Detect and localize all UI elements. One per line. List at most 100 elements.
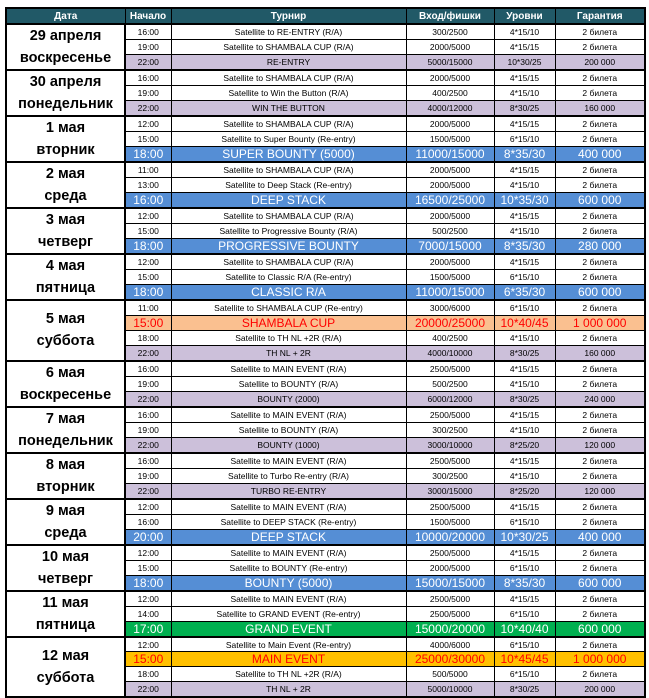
buyin-cell: 11000/15000 (405, 145, 495, 163)
buyin-cell: 2000/5000 (405, 253, 495, 270)
weekday-label: пятница (35, 280, 96, 296)
guarantee-cell: 1 000 000 (554, 314, 646, 331)
buyin-cell: 2000/5000 (405, 559, 495, 576)
levels-cell: 4*15/15 (493, 207, 556, 224)
guarantee-cell: 600 000 (554, 191, 646, 209)
levels-cell: 8*30/25 (493, 681, 556, 698)
guarantee-cell: 2 билета (554, 467, 646, 484)
buyin-cell: 2000/5000 (405, 177, 495, 193)
start-time-cell: 12:00 (124, 543, 172, 561)
levels-cell: 4*15/15 (493, 589, 556, 607)
date-cell: 1 мая вторник (5, 115, 126, 163)
table-row: 8 мая вторник 16:00 Satellite to MAIN EVENT… (5, 451, 646, 500)
levels-cell: 4*15/15 (493, 115, 556, 132)
tournament-name-cell: Satellite to BOUNTY (R/A) (170, 375, 407, 392)
buyin-cell: 2000/5000 (405, 161, 495, 178)
table-row: 15:00 Satellite to Super Bounty (Re-entry… (6, 131, 646, 147)
guarantee-cell: 600 000 (554, 283, 646, 301)
start-time-cell: 12:00 (124, 207, 172, 224)
guarantee-cell: 2 билета (554, 451, 646, 469)
buyin-cell: 4000/6000 (405, 635, 495, 653)
weekday-label: суббота (36, 333, 95, 350)
start-time-cell: 14:00 (124, 605, 172, 622)
buyin-cell: 11000/15000 (405, 283, 495, 301)
date-cell: 7 мая понедельник (5, 405, 126, 454)
date-cell: 6 мая воскресенье (5, 359, 126, 408)
table-row: 29 апреля воскресенье 16:00 Satellite to RE… (5, 23, 646, 71)
table-row: 22:00 WIN THE BUTTON 4000/12000 8*30/25 160 … (6, 99, 646, 117)
start-time-cell: 16:00 (124, 23, 172, 40)
guarantee-cell: 2 билета (554, 635, 646, 653)
tournament-name-cell: Satellite to MAIN EVENT (R/A) (170, 405, 407, 423)
table-row: 10 мая четверг 12:00 Satellite to MAIN EVEN… (5, 543, 646, 592)
levels-cell: 4*15/15 (493, 543, 556, 561)
date-label: 2 мая (45, 166, 86, 182)
date-label: 3 мая (45, 212, 86, 228)
table-row: 15:00 Satellite to BOUNTY (Re-entry) 2000/… (6, 559, 646, 576)
date-label: 7 мая (45, 410, 86, 427)
table-row: 6 мая воскресенье 16:00 Satellite to MAIN E… (5, 359, 646, 408)
table-row: 20:00 DEEP STACK 10000/20000 10*30/25 400 00… (6, 528, 646, 546)
date-label: 10 мая (41, 548, 90, 565)
buyin-cell: 2000/5000 (405, 39, 495, 55)
start-time-cell: 15:00 (124, 651, 172, 668)
header-levels: Уровни (493, 7, 556, 25)
start-time-cell: 15:00 (124, 314, 172, 331)
date-cell: 30 апреля понедельник (5, 69, 126, 117)
start-time-cell: 12:00 (124, 115, 172, 132)
start-time-cell: 18:00 (124, 329, 172, 346)
header-buyin: Вход/фишки (405, 7, 495, 25)
tournament-name-cell: DEEP STACK (170, 191, 407, 209)
start-time-cell: 12:00 (124, 497, 172, 515)
header-date: Дата (5, 7, 126, 25)
guarantee-cell: 2 билета (554, 253, 646, 270)
table-row: 9 мая среда 12:00 Satellite to MAIN EVENT (… (5, 497, 646, 546)
guarantee-cell: 200 000 (554, 53, 646, 71)
start-time-cell: 16:00 (124, 191, 172, 209)
start-time-cell: 11:00 (124, 298, 172, 316)
levels-cell: 8*35/30 (493, 574, 556, 592)
levels-cell: 6*15/10 (493, 559, 556, 576)
levels-cell: 4*15/10 (493, 23, 556, 40)
buyin-cell: 3000/10000 (405, 436, 495, 454)
date-label: 12 мая (41, 647, 90, 664)
date-label: 30 апреля (29, 74, 102, 90)
tournament-name-cell: TH NL + 2R (170, 681, 407, 698)
guarantee-cell: 2 билета (554, 223, 646, 239)
header-start: Начало (124, 7, 172, 25)
buyin-cell: 400/2500 (405, 85, 495, 101)
buyin-cell: 6000/12000 (405, 390, 495, 408)
levels-cell: 4*15/10 (493, 467, 556, 484)
start-time-cell: 13:00 (124, 177, 172, 193)
guarantee-cell: 160 000 (554, 99, 646, 117)
buyin-cell: 15000/20000 (405, 620, 495, 638)
tournament-name-cell: Satellite to Main Event (Re-entry) (170, 635, 407, 653)
buyin-cell: 300/2500 (405, 23, 495, 40)
tournament-name-cell: Satellite to MAIN EVENT (R/A) (170, 359, 407, 377)
table-row: 5 мая суббота 11:00 Satellite to SHAMBALA C… (5, 298, 646, 362)
header-row: Дата Начало Турнир Вход/фишки Уровни Гар… (5, 7, 646, 25)
guarantee-cell: 2 билета (554, 375, 646, 392)
guarantee-cell: 2 билета (554, 589, 646, 607)
tournament-name-cell: Satellite to GRAND EVENT (Re-entry) (170, 605, 407, 622)
tournament-name-cell: Satellite to SHAMBALA CUP (R/A) (170, 39, 407, 55)
buyin-cell: 5000/10000 (405, 681, 495, 698)
tournament-name-cell: Satellite to SHAMBALA CUP (R/A) (170, 253, 407, 270)
buyin-cell: 2500/5000 (405, 405, 495, 423)
levels-cell: 10*40/45 (493, 314, 556, 331)
guarantee-cell: 2 билета (554, 115, 646, 132)
date-label: 1 мая (45, 120, 86, 136)
start-time-cell: 22:00 (124, 482, 172, 500)
levels-cell: 8*25/20 (493, 436, 556, 454)
buyin-cell: 500/2500 (405, 223, 495, 239)
header-tournament: Турнир (170, 7, 407, 25)
guarantee-cell: 200 000 (554, 681, 646, 698)
buyin-cell: 300/2500 (405, 467, 495, 484)
header-guarantee: Гарантия (554, 7, 646, 25)
guarantee-cell: 120 000 (554, 436, 646, 454)
table-row: 19:00 Satellite to Turbo Re-entry (R/A) 30… (6, 467, 646, 484)
guarantee-cell: 280 000 (554, 237, 646, 255)
guarantee-cell: 2 билета (554, 513, 646, 530)
date-cell: 9 мая среда (5, 497, 126, 546)
table-row: 14:00 Satellite to GRAND EVENT (Re-entry)… (6, 605, 646, 622)
